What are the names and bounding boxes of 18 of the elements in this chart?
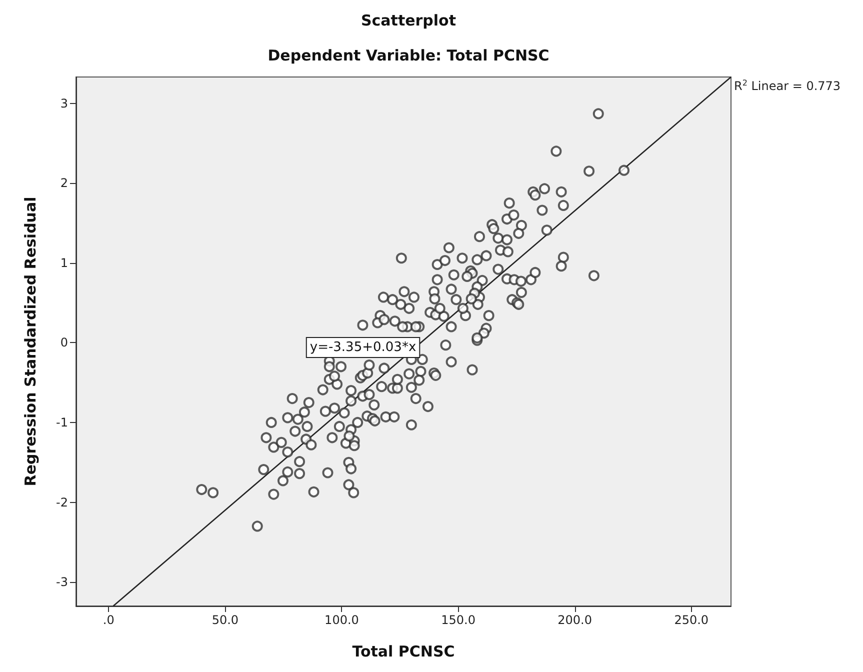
- x-axis-title: Total PCNSC: [352, 642, 455, 660]
- x-tick-label: 100.0: [324, 613, 359, 627]
- y-tick-label: 3: [60, 96, 68, 110]
- x-tick-label: 250.0: [674, 613, 709, 627]
- y-axis-title: Regression Standardized Residual: [22, 196, 40, 486]
- x-tick-label: 150.0: [441, 613, 476, 627]
- y-tick-label: -3: [56, 575, 68, 590]
- y-tick-label: 2: [60, 176, 68, 190]
- y-tick-label: -2: [56, 495, 68, 510]
- annotation: y=-3.35+0.03*x: [310, 340, 416, 355]
- y-tick-label: 1: [60, 256, 68, 270]
- x-tick-label: 200.0: [558, 613, 592, 627]
- x-tick-label: .0: [102, 613, 114, 627]
- chart-subtitle: Dependent Variable: Total PCNSC: [268, 46, 550, 64]
- x-tick-label: 50.0: [212, 613, 239, 627]
- y-tick-label: 0: [60, 336, 68, 350]
- y-tick-label: -1: [56, 415, 68, 430]
- chart-title: Scatterplot: [360, 12, 456, 30]
